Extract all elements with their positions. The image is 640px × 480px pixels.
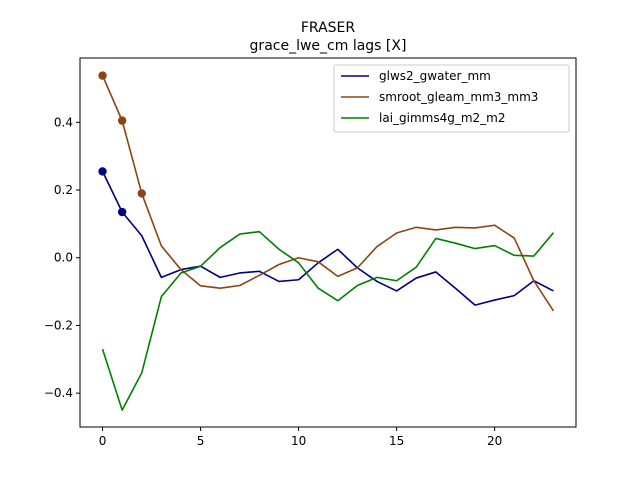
y-tick-label: −0.4 [44, 386, 73, 400]
data-point [117, 207, 127, 217]
chart-title: FRASER [301, 20, 356, 36]
legend: glws2_gwater_mm smroot_gleam_mm3_mm3 lai… [333, 64, 570, 133]
legend-label-lai: lai_gimms4g_m2_m2 [379, 111, 506, 125]
y-axis: −0.4 −0.2 0.0 0.2 0.4 [44, 115, 80, 400]
x-tick-label: 15 [389, 434, 404, 448]
plot-frame [79, 57, 577, 428]
data-point [137, 189, 146, 198]
chart-subtitle: grace_lwe_cm lags [X] [250, 38, 407, 54]
x-tick-label: 5 [197, 434, 205, 448]
series-line-3 [101, 230, 555, 411]
x-axis: 0 5 10 15 20 [99, 427, 502, 448]
series-line-2 [101, 75, 555, 312]
legend-label-smroot: smroot_gleam_mm3_mm3 [379, 90, 538, 104]
plot-series-group [98, 71, 555, 411]
legend-box [333, 64, 570, 133]
y-tick-label: 0.4 [54, 115, 73, 129]
data-point [98, 167, 107, 176]
data-point [98, 71, 107, 80]
data-point [117, 116, 127, 125]
x-tick-label: 20 [487, 434, 502, 448]
y-tick-label: 0.0 [54, 251, 73, 265]
y-tick-label: −0.2 [44, 318, 73, 332]
legend-label-glws2: glws2_gwater_mm [379, 69, 491, 83]
x-tick-label: 10 [291, 434, 306, 448]
y-tick-label: 0.2 [54, 183, 73, 197]
x-tick-label: 0 [99, 434, 107, 448]
series-line-1 [101, 171, 554, 306]
